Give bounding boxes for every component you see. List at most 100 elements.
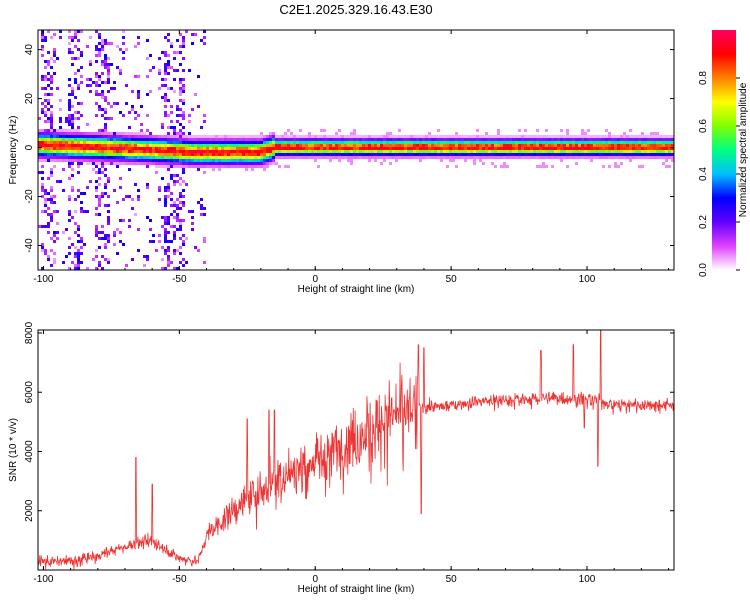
spectrogram-cell xyxy=(122,36,125,39)
spectrogram-cell xyxy=(41,78,44,81)
spectrogram-cell xyxy=(200,198,203,201)
spectrogram-cell xyxy=(641,144,644,147)
spectrogram-cell xyxy=(218,150,221,153)
spectrogram-cell xyxy=(245,141,248,144)
spectrogram-cell xyxy=(629,159,632,162)
spectrogram-cell xyxy=(518,141,521,144)
spectrogram-cell xyxy=(314,159,317,162)
spectrogram-cell xyxy=(293,144,296,147)
spectrogram-cell xyxy=(617,165,620,168)
spectrogram-cell xyxy=(545,144,548,147)
spectrogram-cell xyxy=(248,156,251,159)
spectrogram-cell xyxy=(170,42,173,45)
spectrogram-cell xyxy=(482,141,485,144)
spectrogram-cell xyxy=(206,138,209,141)
spectrogram-cell xyxy=(131,207,134,210)
spectrogram-cell xyxy=(230,159,233,162)
spectrogram-cell xyxy=(254,162,257,165)
spectrogram-cell xyxy=(173,180,176,183)
spectrogram-cell xyxy=(53,129,56,132)
spectrogram-cell xyxy=(272,156,275,159)
x-tick-label: 0 xyxy=(312,574,318,585)
spectrogram-cell xyxy=(476,135,479,138)
spectrogram-cell xyxy=(176,132,179,135)
spectrogram-cell xyxy=(104,153,107,156)
spectrogram-cell xyxy=(521,135,524,138)
spectrogram-cell xyxy=(584,144,587,147)
spectrogram-cell xyxy=(185,144,188,147)
spectrogram-cell xyxy=(182,87,185,90)
spectrogram-cell xyxy=(236,150,239,153)
spectrogram-cell xyxy=(611,150,614,153)
spectrogram-cell xyxy=(155,162,158,165)
spectrogram-cell xyxy=(413,141,416,144)
spectrogram-cell xyxy=(590,147,593,150)
spectrogram-cell xyxy=(347,144,350,147)
spectrogram-cell xyxy=(485,135,488,138)
spectrogram-cell xyxy=(164,267,167,270)
spectrogram-cell xyxy=(611,156,614,159)
spectrogram-cell xyxy=(68,93,71,96)
spectrogram-cell xyxy=(80,66,83,69)
spectrogram-cell xyxy=(224,156,227,159)
spectrogram-cell xyxy=(77,162,80,165)
spectrogram-cell xyxy=(566,150,569,153)
spectrogram-cell xyxy=(656,147,659,150)
spectrogram-cell xyxy=(392,150,395,153)
spectrogram-cell xyxy=(575,147,578,150)
spectrogram-y-label: Frequency (Hz) xyxy=(8,116,19,185)
spectrogram-cell xyxy=(323,135,326,138)
spectrogram-cell xyxy=(263,135,266,138)
spectrogram-cell xyxy=(104,54,107,57)
spectrogram-cell xyxy=(491,141,494,144)
spectrogram-cell xyxy=(95,207,98,210)
spectrogram-cell xyxy=(224,147,227,150)
spectrogram-cell xyxy=(647,153,650,156)
spectrogram-cell xyxy=(71,189,74,192)
spectrogram-cell xyxy=(206,165,209,168)
spectrogram-cell xyxy=(218,144,221,147)
spectrogram-cell xyxy=(170,165,173,168)
spectrogram-cell xyxy=(53,153,56,156)
spectrogram-cell xyxy=(71,147,74,150)
spectrogram-cell xyxy=(647,156,650,159)
spectrogram-cell xyxy=(593,156,596,159)
spectrogram-cell xyxy=(89,180,92,183)
spectrogram-cell xyxy=(542,147,545,150)
spectrogram-cell xyxy=(620,147,623,150)
spectrogram-cell xyxy=(77,258,80,261)
spectrogram-cell xyxy=(422,156,425,159)
spectrogram-cell xyxy=(179,252,182,255)
spectrogram-cell xyxy=(50,189,53,192)
spectrogram-cell xyxy=(203,261,206,264)
spectrogram-cell xyxy=(509,144,512,147)
spectrogram-cell xyxy=(206,153,209,156)
spectrogram-cell xyxy=(47,99,50,102)
spectrogram-cell xyxy=(146,183,149,186)
spectrogram-cell xyxy=(482,144,485,147)
spectrogram-cell xyxy=(143,159,146,162)
spectrogram-cell xyxy=(86,144,89,147)
spectrogram-cell xyxy=(182,243,185,246)
spectrogram-cell xyxy=(569,156,572,159)
spectrogram-cell xyxy=(596,141,599,144)
spectrogram-cell xyxy=(260,159,263,162)
spectrogram-cell xyxy=(479,150,482,153)
spectrogram-cell xyxy=(398,144,401,147)
spectrogram-cell xyxy=(347,150,350,153)
spectrogram-cell xyxy=(452,156,455,159)
spectrogram-cell xyxy=(482,162,485,165)
spectrogram-cell xyxy=(167,132,170,135)
spectrogram-cell xyxy=(80,192,83,195)
spectrogram-cell xyxy=(68,141,71,144)
spectrogram-cell xyxy=(242,147,245,150)
spectrogram-cell xyxy=(563,147,566,150)
spectrogram-cell xyxy=(575,135,578,138)
spectrogram-cell xyxy=(290,141,293,144)
spectrogram-cell xyxy=(407,153,410,156)
spectrogram-cell xyxy=(74,144,77,147)
spectrogram-cell xyxy=(68,99,71,102)
spectrogram-cell xyxy=(338,156,341,159)
spectrogram-cell xyxy=(560,144,563,147)
spectrogram-cell xyxy=(89,60,92,63)
